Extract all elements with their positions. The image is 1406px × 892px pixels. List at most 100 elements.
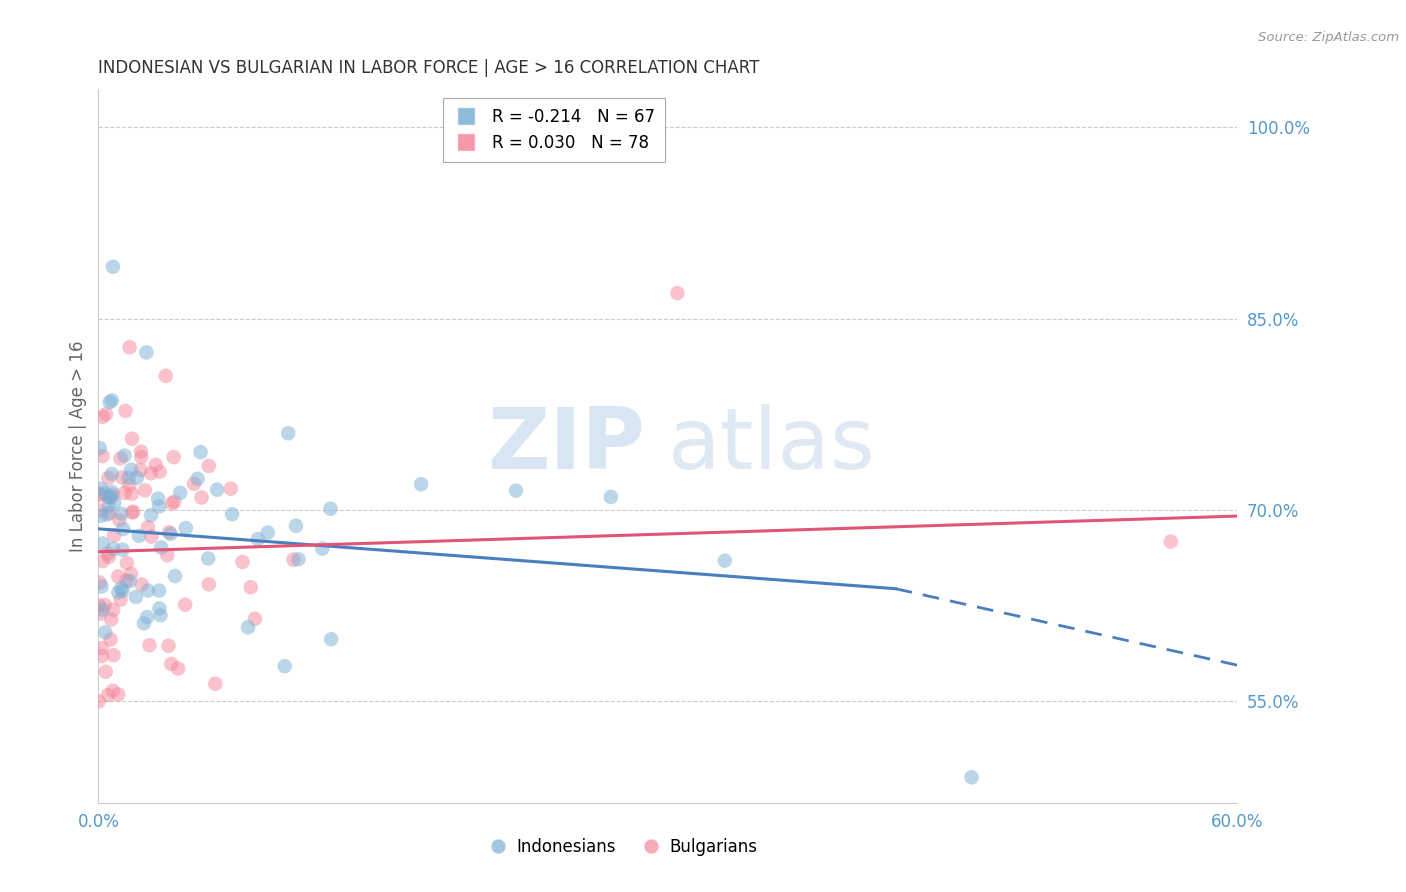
Point	[156, 548, 179, 562]
Point	[231, 555, 253, 569]
Point	[157, 525, 180, 540]
Point	[89, 441, 111, 455]
Point	[91, 449, 114, 463]
Point	[246, 532, 269, 546]
Point	[183, 476, 205, 491]
Point	[101, 393, 124, 408]
Point	[97, 471, 120, 485]
Point	[141, 530, 163, 544]
Text: ZIP: ZIP	[488, 404, 645, 488]
Point	[197, 551, 219, 566]
Point	[187, 472, 209, 486]
Point	[118, 471, 141, 485]
Point	[136, 583, 159, 598]
Point	[103, 648, 125, 663]
Point	[101, 484, 124, 499]
Point	[125, 590, 148, 604]
Point	[150, 541, 173, 555]
Text: INDONESIAN VS BULGARIAN IN LABOR FORCE | AGE > 16 CORRELATION CHART: INDONESIAN VS BULGARIAN IN LABOR FORCE |…	[98, 59, 759, 77]
Point	[148, 583, 170, 598]
Point	[135, 345, 157, 359]
Point	[198, 458, 221, 473]
Point	[100, 632, 122, 647]
Point	[205, 483, 228, 497]
Point	[160, 657, 183, 671]
Point	[98, 491, 121, 505]
Legend: Indonesians, Bulgarians: Indonesians, Bulgarians	[481, 831, 763, 863]
Point	[107, 569, 129, 583]
Point	[93, 486, 115, 500]
Point	[174, 521, 197, 535]
Point	[236, 620, 259, 634]
Point	[277, 426, 299, 441]
Point	[163, 494, 186, 508]
Point	[111, 470, 134, 484]
Point	[118, 340, 141, 354]
Point	[107, 688, 129, 702]
Point	[90, 580, 112, 594]
Point	[219, 482, 242, 496]
Point	[90, 508, 112, 523]
Point	[112, 522, 135, 536]
Point	[98, 506, 121, 520]
Point	[90, 648, 112, 663]
Point	[131, 577, 153, 591]
Point	[115, 556, 138, 570]
Point	[162, 450, 184, 465]
Point	[600, 490, 623, 504]
Point	[97, 499, 120, 513]
Point	[155, 368, 177, 383]
Point	[148, 601, 170, 615]
Point	[115, 574, 138, 588]
Point	[110, 451, 132, 466]
Point	[139, 467, 162, 481]
Point	[169, 486, 191, 500]
Point	[100, 490, 122, 504]
Point	[149, 608, 172, 623]
Point	[190, 445, 212, 459]
Point	[91, 409, 114, 424]
Point	[148, 500, 170, 514]
Point	[94, 665, 117, 679]
Point	[287, 552, 309, 566]
Point	[100, 467, 122, 481]
Point	[190, 491, 212, 505]
Point	[118, 574, 141, 588]
Point	[120, 462, 142, 476]
Point	[146, 491, 169, 506]
Point	[101, 683, 124, 698]
Point	[128, 529, 150, 543]
Text: atlas: atlas	[668, 404, 876, 488]
Point	[163, 569, 186, 583]
Point	[111, 542, 134, 557]
Text: Source: ZipAtlas.com: Source: ZipAtlas.com	[1258, 31, 1399, 45]
Point	[149, 465, 172, 479]
Point	[90, 482, 112, 496]
Point	[114, 404, 136, 418]
Point	[107, 585, 129, 599]
Point	[321, 632, 343, 647]
Point	[129, 444, 152, 458]
Point	[132, 616, 155, 631]
Point	[103, 495, 125, 509]
Point	[89, 503, 111, 517]
Point	[666, 286, 689, 301]
Point	[120, 566, 142, 581]
Point	[159, 527, 181, 541]
Point	[134, 483, 156, 498]
Point	[97, 549, 120, 564]
Point	[110, 582, 132, 596]
Point	[204, 677, 226, 691]
Point	[89, 607, 111, 621]
Point	[110, 592, 132, 607]
Point	[110, 507, 132, 521]
Point	[221, 508, 243, 522]
Point	[89, 575, 111, 590]
Point	[91, 554, 114, 568]
Point	[174, 598, 197, 612]
Point	[239, 580, 262, 594]
Point	[94, 598, 117, 612]
Point	[121, 432, 143, 446]
Point	[118, 478, 141, 492]
Point	[97, 546, 120, 560]
